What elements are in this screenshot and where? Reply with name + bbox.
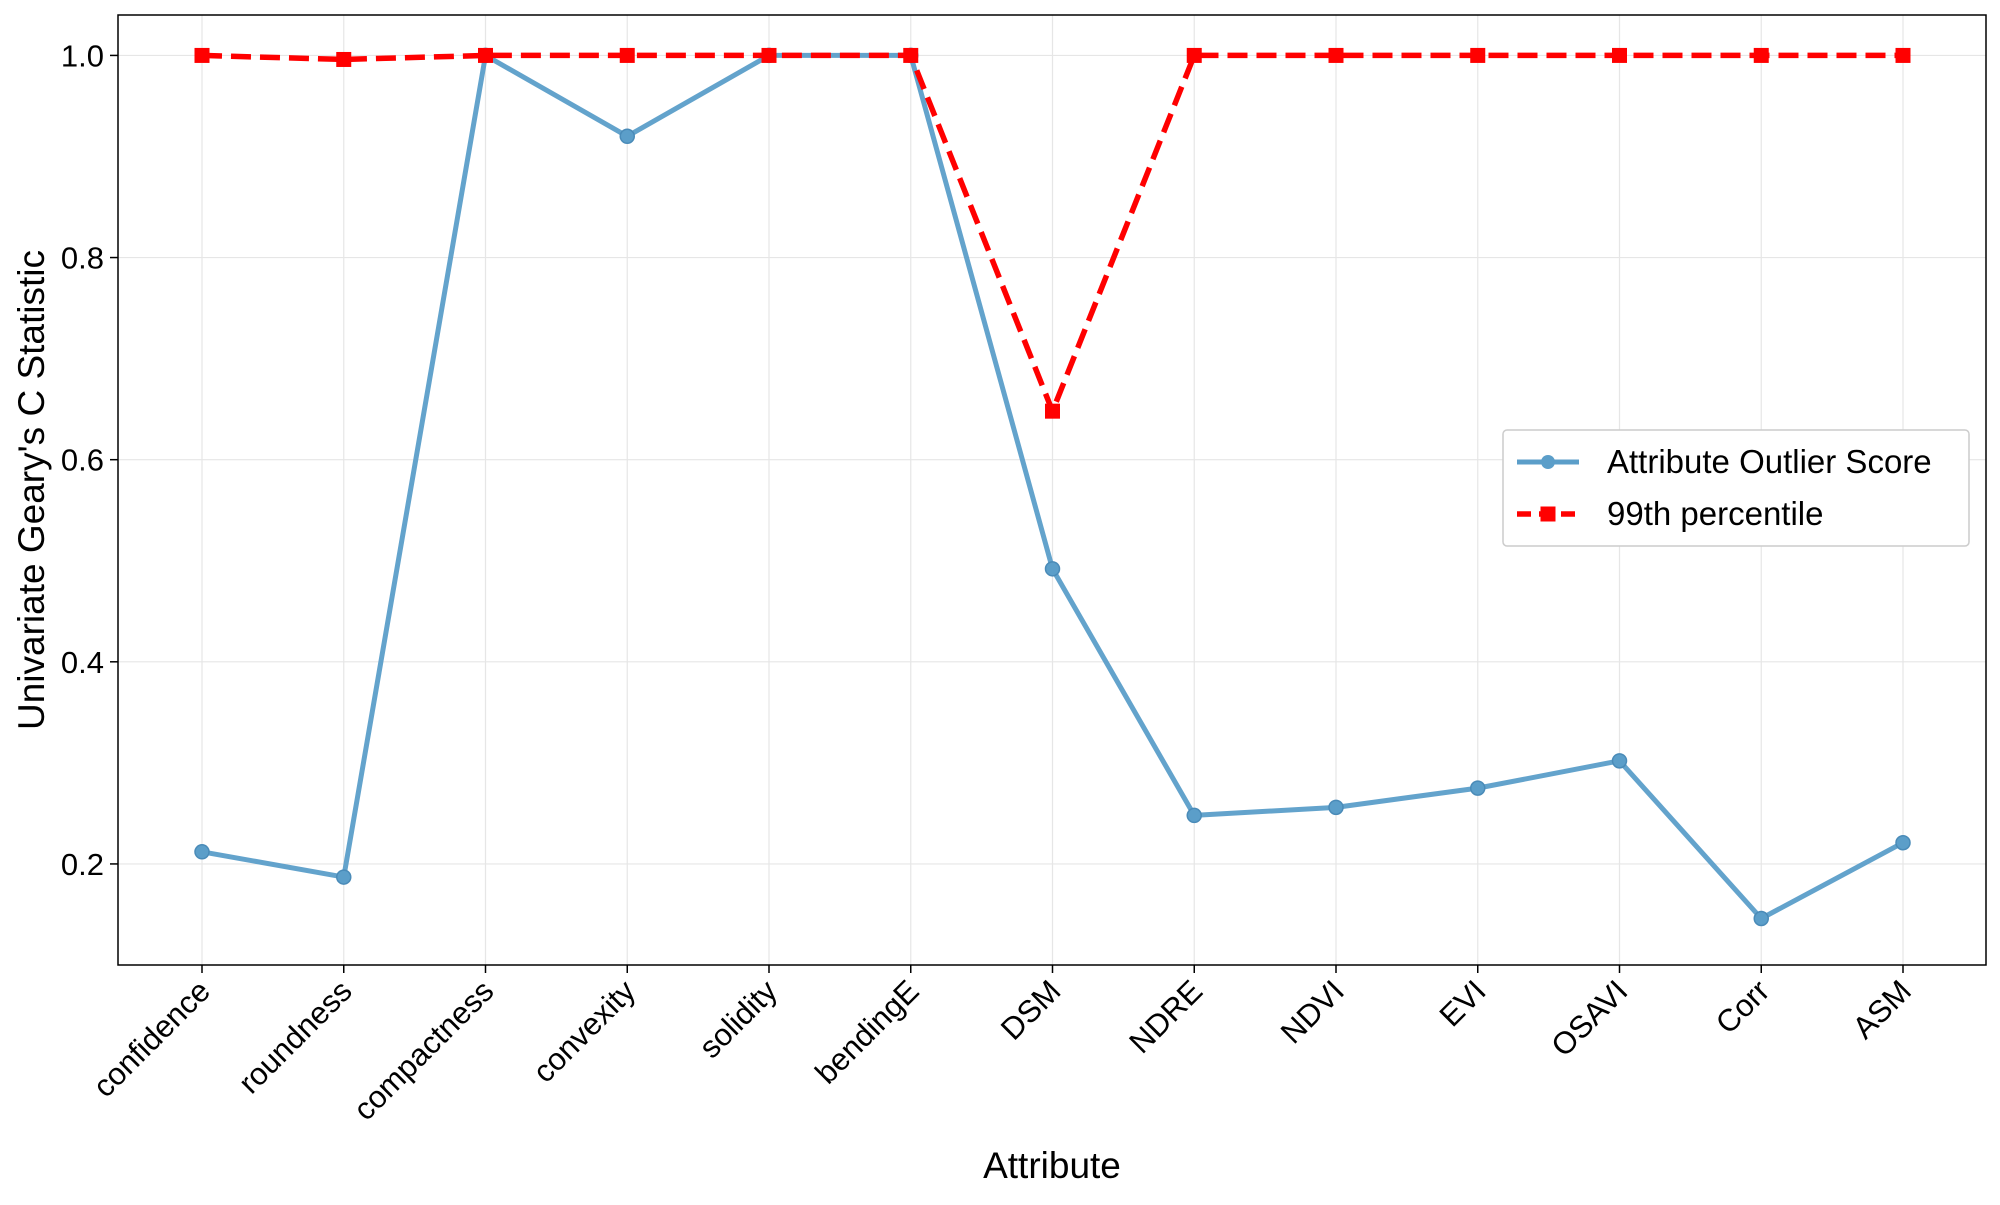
data-point: [1611, 753, 1628, 769]
data-point: [1045, 403, 1060, 419]
data-point: [194, 844, 210, 860]
legend-item: 99th percentile: [1517, 495, 1823, 532]
data-point: [336, 869, 352, 885]
series-layer: [194, 47, 1911, 927]
y-tick-label: 0.8: [61, 241, 104, 276]
data-point: [1895, 834, 1911, 851]
legend: Attribute Outlier Score 99th percentile: [1502, 429, 1970, 547]
y-tick-label: 0.6: [61, 443, 104, 478]
data-point: [903, 47, 919, 63]
y-axis-label: Univariate Geary's C Statistic: [11, 250, 52, 730]
y-tick-label: 0.2: [61, 847, 104, 882]
data-point: [619, 128, 635, 145]
data-point: [478, 47, 493, 63]
data-point: [1328, 47, 1344, 63]
data-point: [194, 47, 210, 63]
data-point: [1470, 780, 1486, 796]
series-2: [194, 47, 1911, 419]
data-point: [1328, 799, 1344, 816]
y-tick-label: 1.0: [61, 38, 104, 73]
legend-label: Attribute Outlier Score: [1607, 443, 1932, 480]
data-point: [336, 51, 352, 67]
x-axis-label: Attribute: [983, 1145, 1121, 1186]
data-point: [1753, 47, 1769, 63]
legend-swatch-marker: [1540, 506, 1556, 522]
y-tick-label: 0.4: [61, 645, 104, 680]
data-point: [761, 47, 777, 63]
legend-box: [1502, 429, 1970, 547]
data-point: [1044, 561, 1061, 577]
data-point: [1612, 47, 1627, 63]
legend-item: Attribute Outlier Score: [1517, 443, 1932, 480]
data-point: [1186, 47, 1202, 63]
legend-swatch-marker: [1541, 455, 1555, 469]
data-point: [1186, 807, 1202, 824]
legend-label: 99th percentile: [1607, 495, 1823, 532]
data-point: [1470, 47, 1486, 63]
data-point: [619, 47, 635, 63]
data-point: [1753, 910, 1769, 927]
data-point: [1895, 47, 1911, 63]
